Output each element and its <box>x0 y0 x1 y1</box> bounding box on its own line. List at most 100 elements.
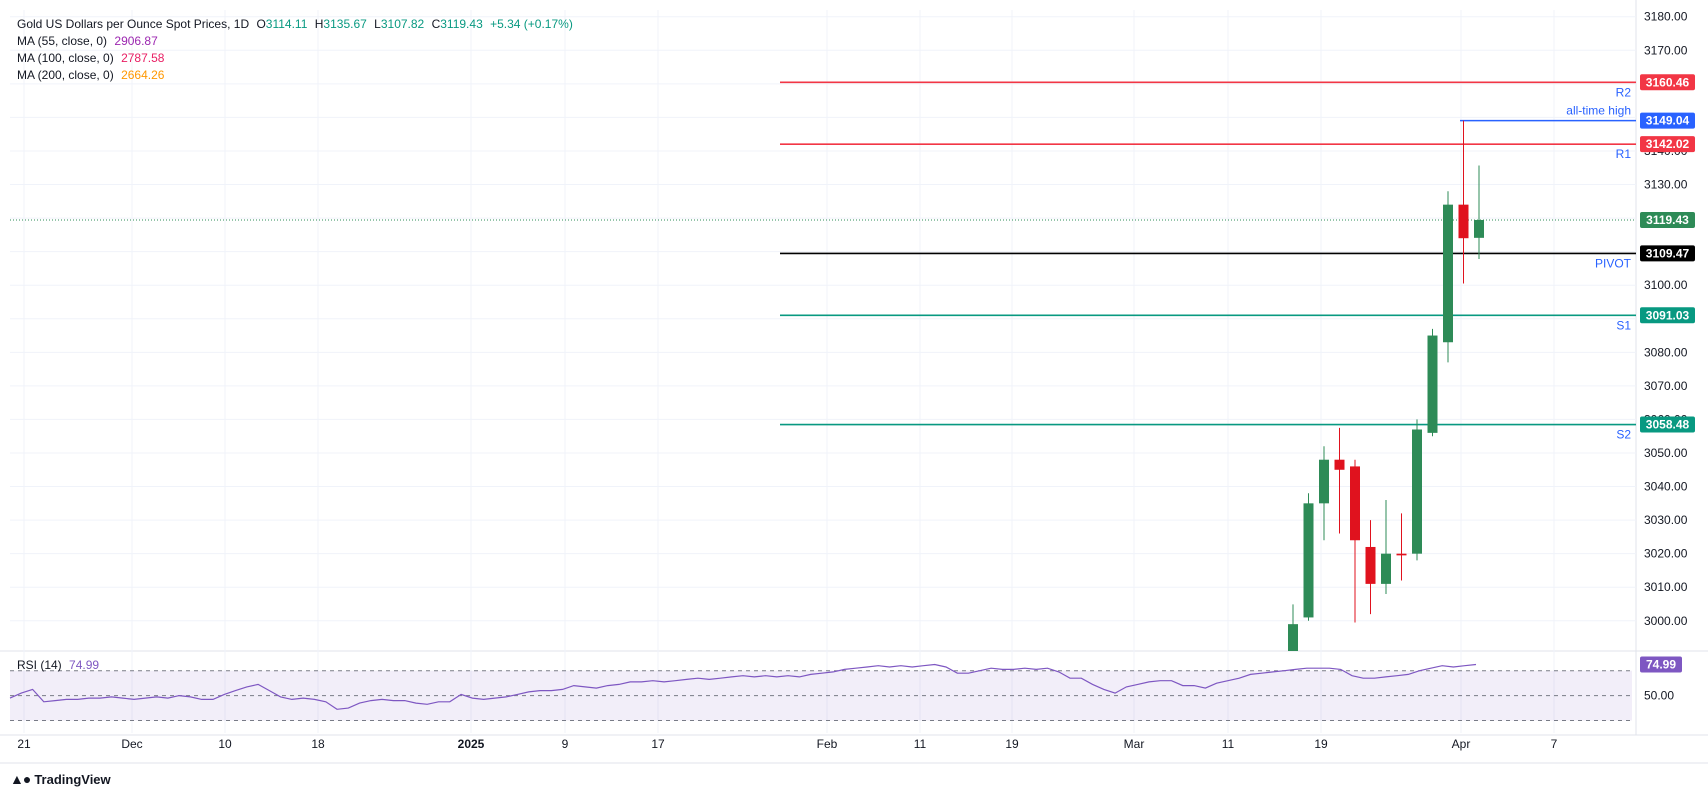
candle-body <box>1350 466 1360 541</box>
level-price-tag-bg <box>1640 112 1695 129</box>
candle-body <box>1381 553 1391 584</box>
tradingview-logo[interactable]: ▲● TradingView <box>10 771 111 787</box>
rsi-line <box>9 663 1477 710</box>
ma-55-value: 2906.87 <box>114 34 158 48</box>
price-tick-label: 3000.00 <box>1644 614 1688 628</box>
time-tick-label: Mar <box>1124 737 1145 751</box>
ma-200-label: MA (200, close, 0) <box>17 68 114 82</box>
time-tick-label: 11 <box>914 737 927 751</box>
price-tick-label: 3050.00 <box>1644 446 1688 460</box>
high-value: 3135.67 <box>323 17 367 31</box>
candle <box>1396 513 1407 581</box>
symbol-row: Gold US Dollars per Ounce Spot Prices, 1… <box>17 17 573 31</box>
level-price-tag: 3142.02 <box>1646 137 1690 151</box>
rsi-last-tag-bg <box>1640 656 1682 673</box>
price-tick-label: 3130.00 <box>1644 178 1688 192</box>
candle-body <box>1334 459 1345 470</box>
open-value: 3114.11 <box>265 17 308 31</box>
time-tick-label: 10 <box>218 737 232 751</box>
time-tick-label: 19 <box>1314 737 1328 751</box>
candle <box>1365 520 1376 615</box>
close-label: C <box>431 17 441 31</box>
time-tick-label: 18 <box>311 737 325 751</box>
symbol-name: Gold US Dollars per Ounce Spot Prices <box>17 17 228 31</box>
tradingview-brand-name: TradingView <box>34 771 111 787</box>
ma-100-row[interactable]: MA (100, close, 0) 2787.58 <box>17 50 573 67</box>
time-tick-label: 21 <box>17 737 31 751</box>
level-price-tag-bg <box>1640 245 1695 262</box>
level-name-label: R1 <box>1616 147 1632 161</box>
close-value: 3119.43 <box>440 17 483 31</box>
candle-body <box>1288 624 1298 651</box>
level-name-label: all-time high <box>1566 104 1631 118</box>
candle <box>1319 446 1329 541</box>
candle <box>1350 459 1360 623</box>
level-price-tag: 3109.47 <box>1646 246 1690 260</box>
rsi-legend[interactable]: RSI (14) 74.99 <box>17 658 99 672</box>
level-price-tag-bg <box>1640 307 1695 324</box>
candle <box>1381 499 1391 594</box>
candles-group <box>1288 120 1484 651</box>
candle <box>1458 120 1469 284</box>
price-tick-label: 3040.00 <box>1644 480 1688 494</box>
change-value: +5.34 (+0.17%) <box>490 17 573 31</box>
level-price-tag-bg <box>1640 74 1695 91</box>
rsi-tick-label: 50.00 <box>1644 689 1674 703</box>
candle-body <box>1365 546 1376 584</box>
candle <box>1303 493 1314 621</box>
time-tick-label: 2025 <box>458 737 485 751</box>
ma-200-row[interactable]: MA (200, close, 0) 2664.26 <box>17 67 573 84</box>
price-tick-label: 3020.00 <box>1644 547 1688 561</box>
candle <box>1334 427 1345 534</box>
candle <box>1288 604 1298 651</box>
price-tick-label: 3030.00 <box>1644 513 1688 527</box>
time-tick-label: 19 <box>1005 737 1019 751</box>
low-value: 3107.82 <box>380 17 425 31</box>
candle-body <box>1303 503 1314 618</box>
candle-body <box>1474 219 1484 238</box>
rsi-value: 74.99 <box>69 658 100 672</box>
level-name-label: PIVOT <box>1595 256 1632 270</box>
level-price-tag: 3149.04 <box>1646 114 1690 128</box>
chart-legend: Gold US Dollars per Ounce Spot Prices, 1… <box>17 16 573 84</box>
price-tick-label: 3180.00 <box>1644 10 1688 24</box>
high-label: H <box>314 17 324 31</box>
price-tick-label: 3010.00 <box>1644 580 1688 594</box>
level-name-label: S2 <box>1616 428 1631 442</box>
tradingview-logo-icon: ▲● <box>10 771 31 787</box>
price-tick-label: 3070.00 <box>1644 379 1688 393</box>
time-tick-label: 9 <box>562 737 569 751</box>
level-price-tag-bg <box>1640 136 1695 153</box>
price-tick-label: 3080.00 <box>1644 345 1688 359</box>
ma-100-value: 2787.58 <box>121 51 165 65</box>
interval: 1D <box>233 17 250 31</box>
time-tick-label: 11 <box>1222 737 1235 751</box>
low-label: L <box>374 17 381 31</box>
price-tick-label: 3100.00 <box>1644 278 1688 292</box>
last-price-tag: 3119.43 <box>1646 213 1689 227</box>
level-price-tag: 3160.46 <box>1646 75 1690 89</box>
time-tick-label: 7 <box>1551 737 1558 751</box>
rsi-last-tag: 74.99 <box>1646 657 1676 671</box>
candle-body <box>1412 429 1422 554</box>
candle <box>1443 191 1453 363</box>
level-price-tag: 3058.48 <box>1646 418 1690 432</box>
time-tick-label: 17 <box>651 737 665 751</box>
ma-100-label: MA (100, close, 0) <box>17 51 114 65</box>
level-name-label: R2 <box>1616 85 1632 99</box>
time-tick-label: Feb <box>817 737 838 751</box>
candle-body <box>1319 459 1329 504</box>
level-price-tag-bg <box>1640 416 1695 433</box>
ma-55-row[interactable]: MA (55, close, 0) 2906.87 <box>17 33 573 50</box>
candle-body <box>1427 335 1438 433</box>
candle-body <box>1396 553 1407 556</box>
candle-body <box>1443 204 1453 343</box>
level-price-tag: 3091.03 <box>1646 308 1690 322</box>
ma-200-value: 2664.26 <box>121 68 165 82</box>
candle-body <box>1458 204 1469 239</box>
last-price-tag-bg <box>1640 211 1695 228</box>
open-label: O <box>256 17 266 31</box>
time-tick-label: Apr <box>1452 737 1471 751</box>
price-tick-label: 3170.00 <box>1644 43 1688 57</box>
